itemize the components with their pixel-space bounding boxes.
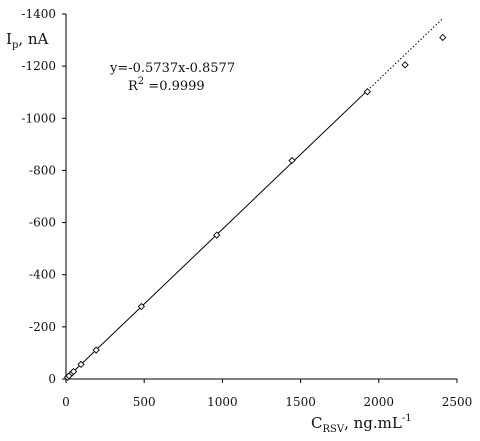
- regression-equation: y=-0.5737x-0.8577: [109, 61, 235, 76]
- data-point: [439, 33, 447, 42]
- x-ticks: 0 500 1000 1500 2000 2500: [62, 379, 472, 409]
- y-tick-label: -1000: [21, 111, 56, 125]
- y-axis-label: Ip, nA: [6, 30, 49, 51]
- axes: [65, 14, 457, 380]
- data-point: [69, 367, 78, 376]
- data-point: [288, 156, 296, 165]
- y-tick-label: -600: [29, 216, 56, 230]
- data-points: [63, 33, 447, 381]
- x-tick-label: 1000: [207, 395, 238, 409]
- data-point: [77, 360, 85, 369]
- data-point: [137, 302, 146, 311]
- y-tick-label: -800: [29, 163, 56, 177]
- x-tick-label: 2000: [364, 395, 395, 409]
- r-squared-label: R2 =0.9999: [128, 76, 205, 94]
- data-point: [363, 88, 372, 96]
- data-point: [401, 61, 409, 69]
- regression-line-extrapolated: [367, 18, 444, 91]
- x-tick-label: 500: [133, 395, 156, 409]
- y-ticks: 0 -200 -400 -600 -800 -1000 -1200 -1400: [21, 7, 66, 386]
- y-tick-label: -1200: [21, 59, 56, 73]
- data-point: [92, 346, 100, 354]
- y-tick-label: -200: [29, 320, 56, 334]
- x-tick-label: 1500: [285, 395, 316, 409]
- data-point: [213, 231, 221, 239]
- x-tick-label: 2500: [442, 395, 473, 409]
- x-tick-label: 0: [62, 395, 70, 409]
- y-tick-label: -1400: [21, 7, 56, 21]
- y-tick-label: 0: [48, 372, 56, 386]
- y-tick-label: -400: [29, 268, 56, 282]
- x-axis-label: CRSV, ng.mL-1: [311, 413, 412, 435]
